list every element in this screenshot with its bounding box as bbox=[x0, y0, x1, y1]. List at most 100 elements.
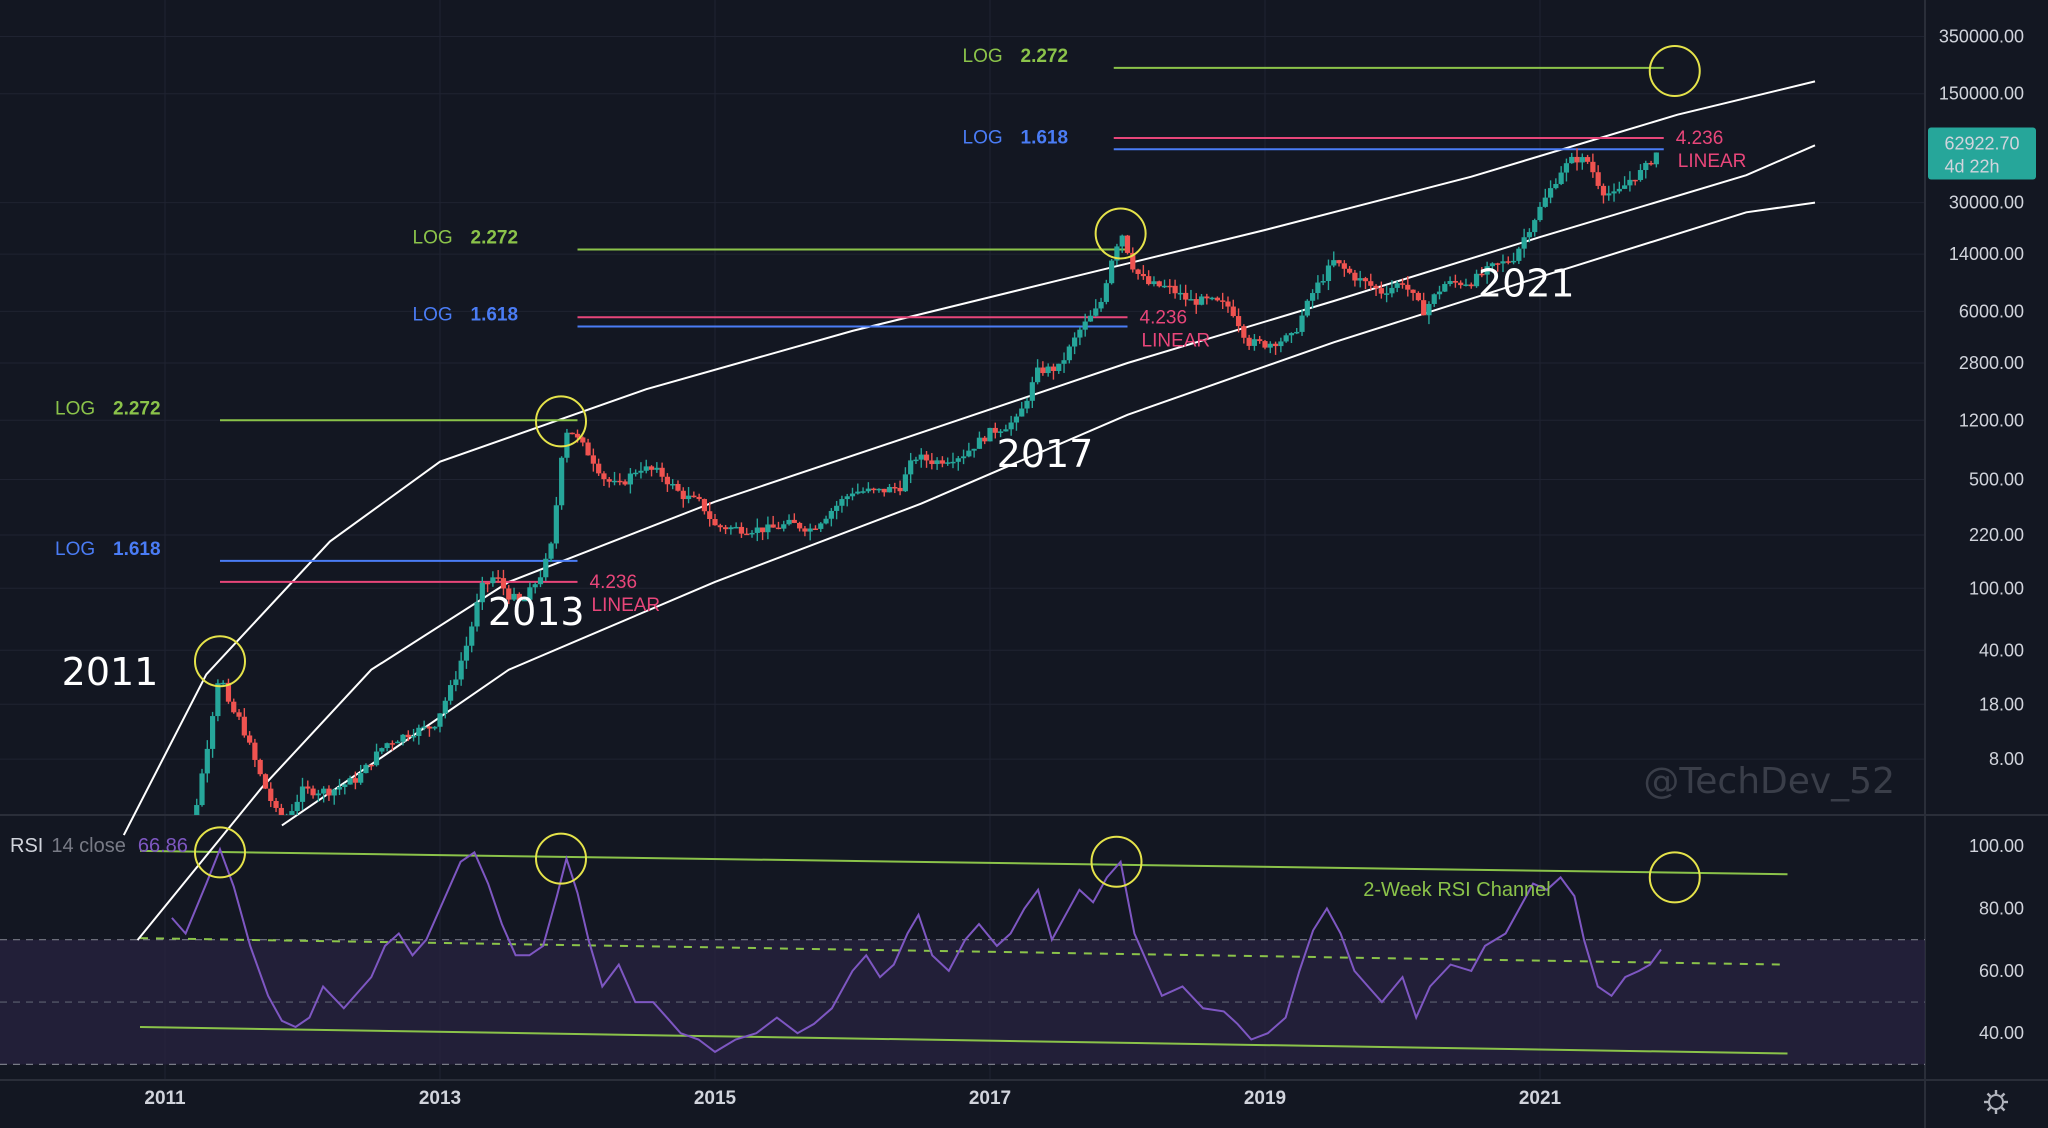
candle-body bbox=[696, 496, 702, 500]
candle bbox=[775, 521, 782, 530]
candle bbox=[1029, 376, 1035, 409]
candle bbox=[220, 680, 226, 685]
candle bbox=[1452, 274, 1458, 288]
candle-body bbox=[1384, 293, 1390, 295]
candle-body bbox=[601, 473, 607, 480]
candle bbox=[1093, 299, 1099, 317]
candle bbox=[611, 471, 618, 486]
fibonacci-levels: LOG 2.272 LOG 1.618 LOG 2.272 LOG 1.618 LOG 2.272… bbox=[55, 46, 1746, 616]
candle bbox=[1225, 296, 1231, 313]
current-price-badge[interactable]: 62922.70 4d 22h bbox=[1928, 127, 2036, 180]
peak-highlight-circle bbox=[1094, 207, 1147, 260]
candle bbox=[902, 467, 908, 493]
candle bbox=[971, 448, 977, 458]
growth-curve-1 bbox=[122, 80, 1816, 836]
candle bbox=[717, 523, 723, 532]
candle bbox=[236, 709, 242, 721]
candle-body bbox=[1183, 292, 1189, 300]
candle bbox=[352, 771, 358, 790]
candle-body bbox=[336, 787, 343, 790]
linear-level-ratio: 4.236 bbox=[1676, 128, 1724, 149]
candle-body bbox=[1341, 263, 1347, 269]
rsi-axis-tick: 40.00 bbox=[1979, 1023, 2024, 1043]
candle-body bbox=[209, 716, 216, 749]
candle-body bbox=[522, 599, 528, 602]
candle-body bbox=[469, 626, 475, 646]
price-axis-tick: 6000.00 bbox=[1959, 301, 2024, 321]
candle bbox=[247, 731, 253, 745]
candle-body bbox=[1606, 193, 1612, 196]
candle bbox=[1114, 243, 1120, 266]
candle-body bbox=[1077, 329, 1083, 338]
candle-body bbox=[1235, 316, 1242, 327]
candle bbox=[738, 522, 745, 538]
candle-body bbox=[432, 726, 438, 729]
candle-body bbox=[1204, 296, 1210, 299]
candle bbox=[1347, 266, 1353, 275]
candle-body bbox=[759, 527, 766, 533]
candle bbox=[1479, 267, 1485, 278]
candle-body bbox=[897, 487, 903, 492]
candle bbox=[765, 516, 771, 540]
candle-body bbox=[490, 577, 496, 584]
candle-body bbox=[1003, 429, 1009, 432]
candle-body bbox=[1569, 156, 1575, 164]
candle-body bbox=[1590, 161, 1596, 173]
candle-body bbox=[262, 774, 269, 789]
candle bbox=[696, 493, 702, 502]
rsi-axis-tick: 60.00 bbox=[1979, 961, 2024, 981]
settings-gear-icon[interactable] bbox=[1984, 1090, 2008, 1114]
candle-body bbox=[1151, 281, 1157, 285]
candle-body bbox=[929, 460, 935, 465]
rsi-line bbox=[171, 846, 1662, 1054]
candle-body bbox=[738, 526, 745, 534]
candle-body bbox=[405, 734, 411, 738]
candle-body bbox=[273, 801, 279, 808]
candle bbox=[680, 487, 686, 508]
candle bbox=[1072, 332, 1078, 355]
watermark: @TechDev_52 bbox=[1643, 761, 1895, 802]
candle bbox=[876, 488, 882, 493]
candle bbox=[580, 436, 586, 447]
candle-body bbox=[1542, 197, 1548, 207]
cycle-year-label: 2017 bbox=[997, 432, 1094, 476]
candle-body bbox=[1563, 163, 1570, 173]
candle-body bbox=[1473, 273, 1480, 287]
candle-body bbox=[543, 558, 549, 578]
candle-body bbox=[1378, 288, 1384, 294]
price-badge-countdown: 4d 22h bbox=[1944, 156, 1999, 176]
candle-body bbox=[1304, 300, 1310, 316]
candle-body bbox=[1362, 278, 1369, 282]
candle bbox=[786, 514, 792, 526]
candle bbox=[522, 596, 528, 602]
candle bbox=[606, 477, 612, 488]
candle bbox=[1082, 313, 1088, 337]
candle-body bbox=[633, 472, 639, 475]
candle-body bbox=[950, 461, 956, 464]
candle-body bbox=[236, 712, 242, 717]
candle-body bbox=[1500, 261, 1506, 264]
candle bbox=[1156, 280, 1162, 288]
candle-body bbox=[1320, 281, 1326, 283]
candle bbox=[733, 522, 739, 529]
candle bbox=[1357, 270, 1363, 288]
candle bbox=[1569, 152, 1575, 164]
candle-body bbox=[1574, 156, 1580, 163]
candle bbox=[966, 442, 972, 458]
candle bbox=[1590, 153, 1596, 178]
candle-body bbox=[1521, 237, 1527, 249]
candle bbox=[1421, 292, 1427, 316]
candle-body bbox=[643, 466, 649, 471]
candle bbox=[1241, 324, 1247, 344]
candle-body bbox=[569, 432, 575, 435]
candle bbox=[781, 520, 787, 532]
peak-highlight-circle bbox=[535, 395, 587, 448]
candle bbox=[886, 484, 893, 493]
candle bbox=[1526, 228, 1533, 243]
candle-body bbox=[1198, 296, 1205, 305]
candle bbox=[400, 733, 406, 746]
fib-level-ratio: 2.272 bbox=[471, 227, 519, 248]
candle-body bbox=[1156, 281, 1162, 287]
